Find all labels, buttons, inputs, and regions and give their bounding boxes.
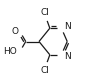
Text: Cl: Cl [41,66,50,75]
Text: Cl: Cl [41,8,50,17]
Text: HO: HO [4,47,17,56]
Text: N: N [64,52,71,61]
Text: O: O [11,27,18,36]
Text: N: N [64,22,71,31]
